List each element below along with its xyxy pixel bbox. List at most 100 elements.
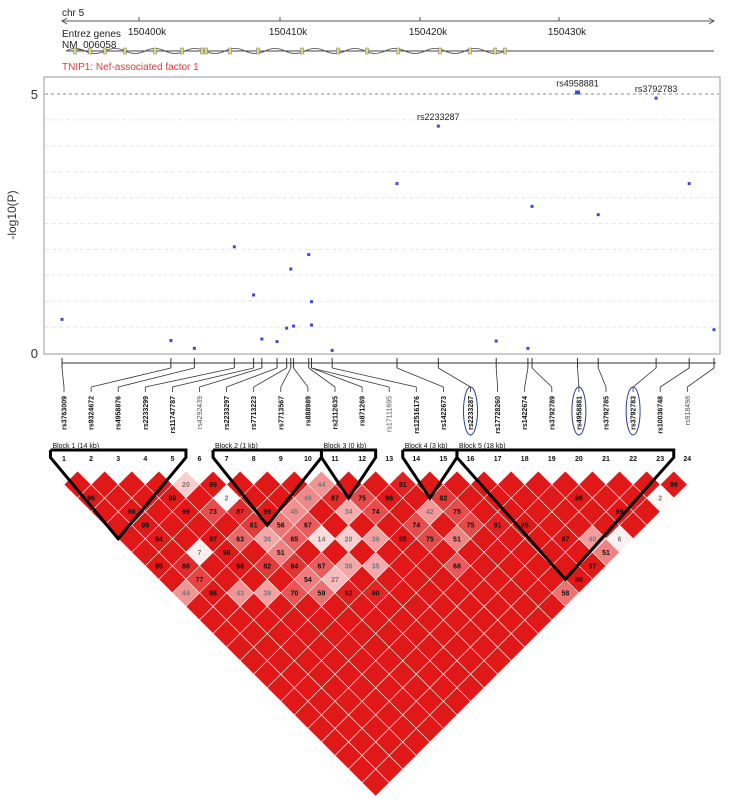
ld-value-label: 49 — [304, 496, 312, 503]
ld-value-label: 95 — [399, 536, 407, 543]
marker-connector — [396, 367, 444, 388]
ld-value-label: 98 — [575, 577, 583, 584]
gene-name-label: TNIP1: Nef-associated factor 1 — [62, 62, 199, 73]
marker-name-label: rs888989 — [305, 396, 312, 426]
chromosome-ticks: 150400k 150410k 150420k 150430k — [128, 17, 587, 38]
ld-value-label: 67 — [304, 523, 312, 530]
marker-connector — [438, 367, 471, 388]
marker-name-label: rs2233299 — [143, 396, 150, 430]
marker-name-label: rs4292439 — [197, 396, 204, 429]
ld-value-label: 74 — [412, 523, 420, 530]
ld-value-label: 87 — [236, 509, 244, 516]
marker-name-label: rs4958876 — [116, 396, 123, 430]
marker-name-label: rs7713567 — [278, 396, 285, 430]
ld-value-label: 63 — [236, 536, 244, 543]
point-label: rs3792783 — [635, 84, 678, 94]
exon-mark — [180, 47, 184, 55]
exon-mark — [228, 47, 232, 55]
marker-index-label: 23 — [656, 456, 664, 463]
association-point — [275, 340, 279, 344]
marker-name-label: rs3792789 — [549, 396, 556, 430]
ld-value-label: 56 — [277, 523, 285, 530]
exon-mark — [468, 47, 472, 55]
association-point — [285, 326, 289, 330]
ld-value-label: 87 — [331, 496, 339, 503]
association-point — [307, 253, 311, 257]
marker-index-label: 11 — [331, 456, 339, 463]
marker-index-label: 4 — [143, 456, 147, 463]
ld-value-label: 39 — [263, 590, 271, 597]
haplotype-blocks: Block 1 (14 kb) Block 2 (1 kb) Block 3 (0 … — [48, 443, 676, 582]
association-point — [289, 267, 293, 271]
highlight-circle-icon — [625, 386, 641, 436]
ld-value-label: 81 — [250, 523, 258, 530]
y-tick-label: 5 — [31, 87, 38, 102]
marker-connector — [226, 367, 278, 388]
ld-value-label: 99 — [616, 509, 624, 516]
marker-name-label: rs17111695 — [387, 396, 394, 432]
ld-value-label: 97 — [209, 536, 217, 543]
ld-value-label: 20 — [182, 482, 190, 489]
association-point — [60, 317, 64, 321]
ld-value-label: 7 — [198, 550, 202, 557]
marker-index-label: 21 — [602, 456, 610, 463]
ld-value-label: 82 — [263, 563, 271, 570]
marker-index-label: 24 — [683, 456, 691, 463]
ld-value-label: 99 — [670, 482, 678, 489]
exon-mark — [300, 47, 304, 55]
association-point — [260, 337, 264, 341]
marker-name-label: rs11747787 — [170, 396, 177, 433]
marker-connector — [597, 367, 607, 388]
chromosome-tick-label: 150430k — [548, 27, 587, 38]
exon-mark — [200, 47, 204, 55]
marker-connector — [91, 367, 171, 388]
ld-value-label: 98 — [223, 550, 231, 557]
point-label: rs4958881 — [556, 78, 599, 88]
ld-value-label: 95 — [155, 563, 163, 570]
exon-mark — [336, 47, 340, 55]
marker-connector — [311, 367, 390, 388]
marker-connector — [293, 367, 309, 388]
chromosome-label: chr 5 — [62, 8, 85, 19]
exon-mark — [503, 47, 507, 55]
ld-value-label: 75 — [453, 509, 461, 516]
marker-connector — [531, 367, 553, 388]
marker-index-label: 15 — [440, 456, 448, 463]
marker-connector — [632, 367, 657, 388]
marker-connector — [577, 367, 580, 388]
marker-name-label: rs918498 — [685, 396, 692, 425]
ld-value-label: 54 — [304, 577, 312, 584]
highlight-circle-icon — [571, 386, 587, 436]
ld-value-label: 39 — [372, 536, 380, 543]
marker-index-label: 3 — [116, 456, 120, 463]
marker-connector — [280, 367, 292, 388]
marker-name-label: rs2233287 — [468, 396, 475, 430]
transcript-label: NM_006058 — [62, 40, 117, 51]
marker-connector — [118, 367, 195, 388]
ld-value-label: 91 — [494, 523, 502, 530]
marker-labels: rs3763009 rs9324672 rs4958876 rs2233299 rs11… — [62, 396, 692, 434]
marker-name-label: rs3792785 — [604, 396, 611, 430]
marker-connector — [172, 367, 254, 388]
haplotype-block-label: Block 5 (18 kb) — [459, 443, 506, 450]
highlight-circle-icon — [463, 386, 478, 436]
ld-value-label: 95 — [521, 523, 529, 530]
ld-value-label: 75 — [467, 523, 475, 530]
ld-value-label: 42 — [426, 509, 434, 516]
highlighted-marker-circles — [463, 386, 641, 436]
gene-model — [65, 47, 714, 55]
axis-left-arrow-icon — [61, 17, 68, 25]
marker-name-label: rs10036748 — [658, 396, 665, 434]
marker-index-label: 14 — [412, 456, 420, 463]
ld-value-label: 43 — [236, 590, 244, 597]
ld-value-label: 36 — [345, 563, 353, 570]
ld-value-label: 99 — [141, 523, 149, 530]
marker-index-label: 12 — [358, 456, 366, 463]
ld-value-label: 14 — [318, 536, 326, 543]
ld-value-label: 74 — [372, 509, 380, 516]
genomic-header: chr 5 150400k 150410k 150420k 150430k Entre… — [61, 8, 715, 73]
ld-value-label: 75 — [358, 496, 366, 503]
